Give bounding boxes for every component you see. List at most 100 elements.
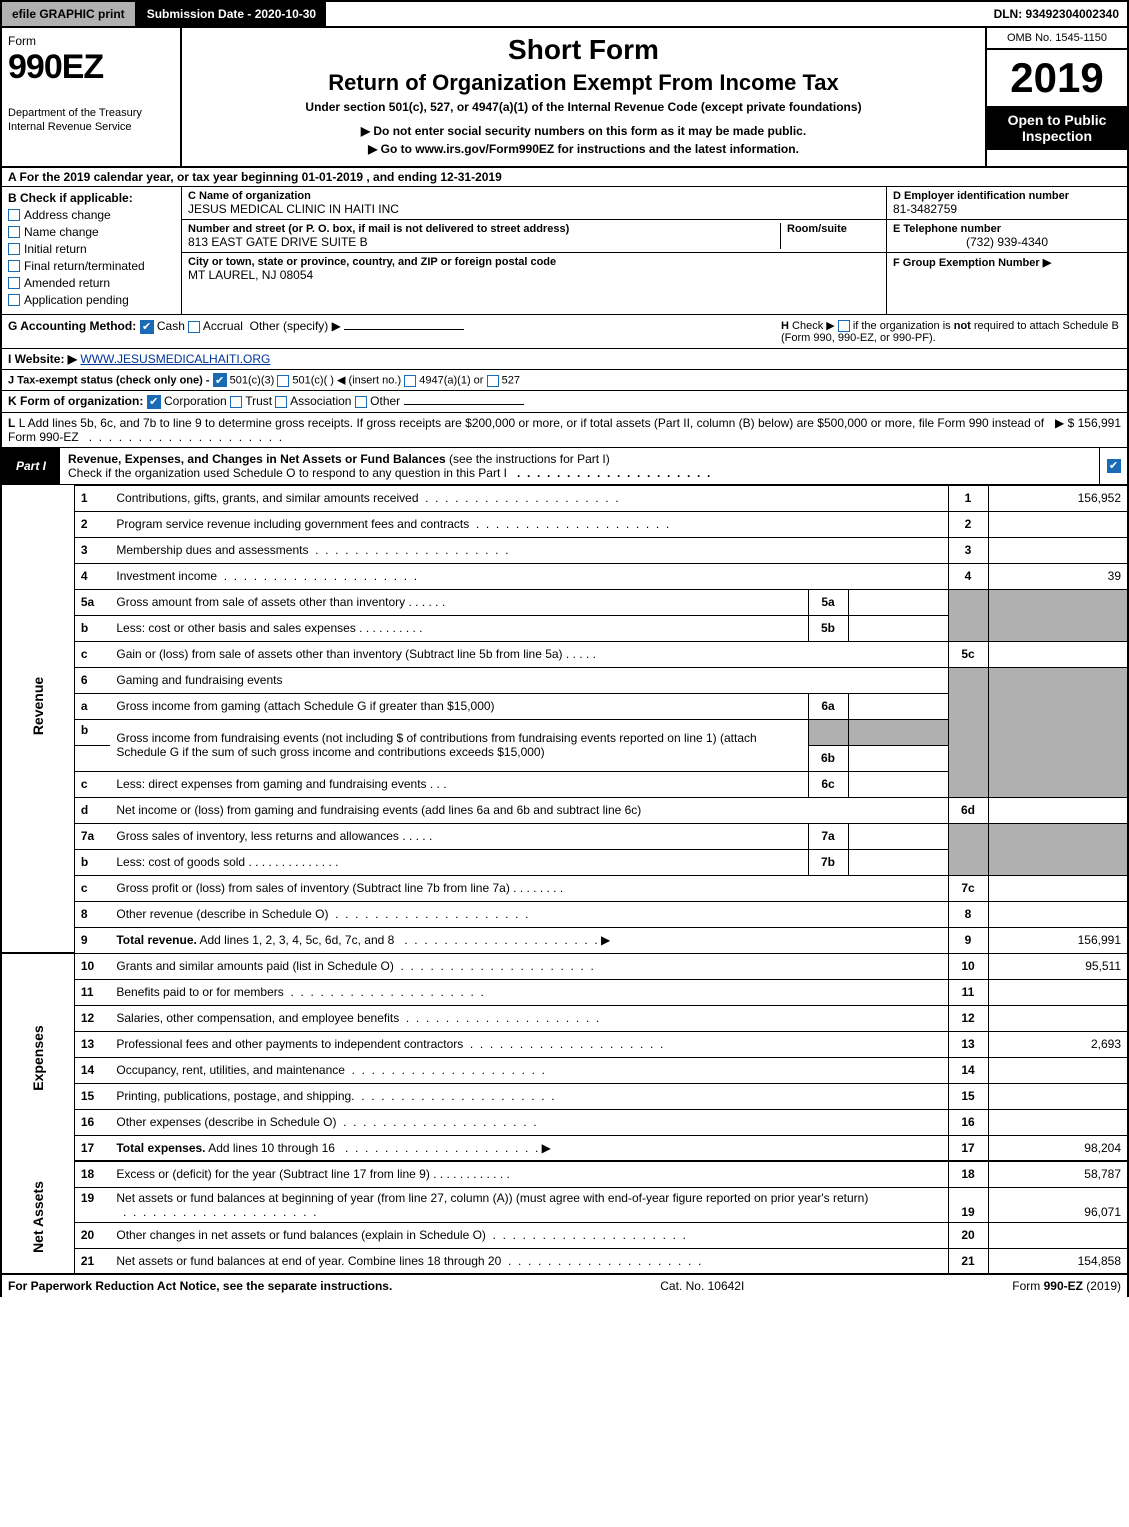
line-col: 21 — [948, 1248, 988, 1274]
cash-checkbox[interactable]: ✔ — [140, 320, 154, 334]
accrual-label: Accrual — [203, 319, 243, 333]
accrual-checkbox[interactable] — [188, 321, 200, 333]
4947-checkbox[interactable] — [404, 375, 416, 387]
line-desc: Benefits paid to or for members — [110, 979, 948, 1005]
other-input[interactable] — [344, 329, 464, 330]
line-desc: Net income or (loss) from gaming and fun… — [110, 797, 948, 823]
501c-checkbox[interactable] — [277, 375, 289, 387]
line-col: 4 — [948, 563, 988, 589]
inner-num: 6a — [808, 693, 848, 719]
line-num: 17 — [74, 1135, 110, 1161]
grey-cell — [948, 823, 988, 875]
room-label: Room/suite — [787, 223, 880, 235]
line-num: 15 — [74, 1083, 110, 1109]
line-desc: Gross profit or (loss) from sales of inv… — [110, 875, 948, 901]
line-num: 14 — [74, 1057, 110, 1083]
trust-checkbox[interactable] — [230, 396, 242, 408]
grey-cell — [988, 589, 1128, 641]
check-if-applicable: B Check if applicable: Address change Na… — [2, 187, 182, 314]
line-amount: 58,787 — [988, 1161, 1128, 1187]
line-desc: Less: cost of goods sold . . . . . . . .… — [110, 849, 808, 875]
short-form-title: Short Form — [202, 34, 965, 66]
line-col: 13 — [948, 1031, 988, 1057]
website-row: I Website: ▶ WWW.JESUSMEDICALHAITI.ORG — [0, 349, 1129, 370]
k-label: K Form of organization: — [8, 394, 143, 408]
line-num: 8 — [74, 901, 110, 927]
section-end — [1, 927, 74, 953]
l-amount: ▶ $ 156,991 — [1055, 416, 1121, 444]
inner-num: 7a — [808, 823, 848, 849]
line-num: 7a — [74, 823, 110, 849]
line-amount: 98,204 — [988, 1135, 1128, 1161]
line-desc: Grants and similar amounts paid (list in… — [110, 953, 948, 979]
period-row: A For the 2019 calendar year, or tax yea… — [0, 168, 1129, 187]
association-label: Association — [290, 394, 351, 408]
org-info: C Name of organization JESUS MEDICAL CLI… — [182, 187, 887, 314]
part-1-title: Revenue, Expenses, and Changes in Net As… — [60, 448, 1099, 484]
submission-date-button[interactable]: Submission Date - 2020-10-30 — [137, 2, 328, 26]
part-1-checkbox[interactable]: ✔ — [1099, 448, 1127, 484]
line-num: 10 — [74, 953, 110, 979]
addr-label: Number and street (or P. O. box, if mail… — [188, 223, 780, 235]
line-num: d — [74, 797, 110, 823]
grey-cell — [988, 667, 1128, 797]
line-amount — [988, 537, 1128, 563]
expenses-section: Expenses — [1, 953, 74, 1161]
opt-address-change[interactable]: Address change — [8, 208, 175, 222]
l-text: L L Add lines 5b, 6c, and 7b to line 9 t… — [8, 416, 1055, 444]
line-desc: Other revenue (describe in Schedule O) — [110, 901, 948, 927]
page-footer: For Paperwork Reduction Act Notice, see … — [0, 1275, 1129, 1297]
grey-cell — [848, 719, 948, 745]
line-desc: Other expenses (describe in Schedule O) — [110, 1109, 948, 1135]
grey-cell — [948, 589, 988, 641]
opt-label: Address change — [24, 208, 111, 222]
l-row: L L Add lines 5b, 6c, and 7b to line 9 t… — [0, 413, 1129, 448]
527-checkbox[interactable] — [487, 375, 499, 387]
trust-label: Trust — [245, 394, 272, 408]
line-desc: Total revenue. Add lines 1, 2, 3, 4, 5c,… — [110, 927, 948, 953]
phone-row: E Telephone number (732) 939-4340 — [887, 220, 1127, 253]
association-checkbox[interactable] — [275, 396, 287, 408]
line-amount: 156,952 — [988, 485, 1128, 511]
h-checkbox[interactable] — [838, 320, 850, 332]
opt-application-pending[interactable]: Application pending — [8, 293, 175, 307]
line-amount — [988, 641, 1128, 667]
line-num: b — [74, 849, 110, 875]
other-org-input[interactable] — [404, 404, 524, 405]
website-link[interactable]: WWW.JESUSMEDICALHAITI.ORG — [80, 352, 270, 366]
netassets-label: Net Assets — [30, 1181, 46, 1253]
line-desc: Professional fees and other payments to … — [110, 1031, 948, 1057]
org-address-row: Number and street (or P. O. box, if mail… — [182, 220, 886, 253]
opt-initial-return[interactable]: Initial return — [8, 242, 175, 256]
opt-final-return[interactable]: Final return/terminated — [8, 259, 175, 273]
opt-name-change[interactable]: Name change — [8, 225, 175, 239]
part-1-tab: Part I — [2, 448, 60, 484]
opt-label: Initial return — [24, 242, 87, 256]
line-num: 12 — [74, 1005, 110, 1031]
dept-label: Department of the Treasury — [8, 107, 174, 119]
opt-amended-return[interactable]: Amended return — [8, 276, 175, 290]
line-desc: Total expenses. Add lines 10 through 16 … — [110, 1135, 948, 1161]
ein-value: 81-3482759 — [893, 202, 1121, 216]
h-section: H Check ▶ if the organization is not req… — [781, 319, 1121, 344]
website-label: I Website: ▶ — [8, 352, 77, 366]
paperwork-notice: For Paperwork Reduction Act Notice, see … — [8, 1279, 392, 1293]
ein-row: D Employer identification number 81-3482… — [887, 187, 1127, 220]
inner-num: 5a — [808, 589, 848, 615]
c-label: C Name of organization — [188, 190, 880, 202]
info-grid: B Check if applicable: Address change Na… — [0, 187, 1129, 315]
org-city-row: City or town, state or province, country… — [182, 253, 886, 285]
other-org-label: Other — [370, 394, 400, 408]
corporation-checkbox[interactable]: ✔ — [147, 395, 161, 409]
501c3-checkbox[interactable]: ✔ — [213, 373, 227, 387]
right-info: D Employer identification number 81-3482… — [887, 187, 1127, 314]
efile-button[interactable]: efile GRAPHIC print — [2, 2, 137, 26]
line-amount: 2,693 — [988, 1031, 1128, 1057]
goto-link[interactable]: ▶ Go to www.irs.gov/Form990EZ for instru… — [202, 142, 965, 156]
other-org-checkbox[interactable] — [355, 396, 367, 408]
revenue-label: Revenue — [30, 670, 46, 742]
return-title: Return of Organization Exempt From Incom… — [202, 70, 965, 96]
line-amount — [988, 979, 1128, 1005]
omb-number: OMB No. 1545-1150 — [987, 28, 1127, 50]
501c-label: 501(c)( ) ◀ (insert no.) — [292, 375, 401, 387]
